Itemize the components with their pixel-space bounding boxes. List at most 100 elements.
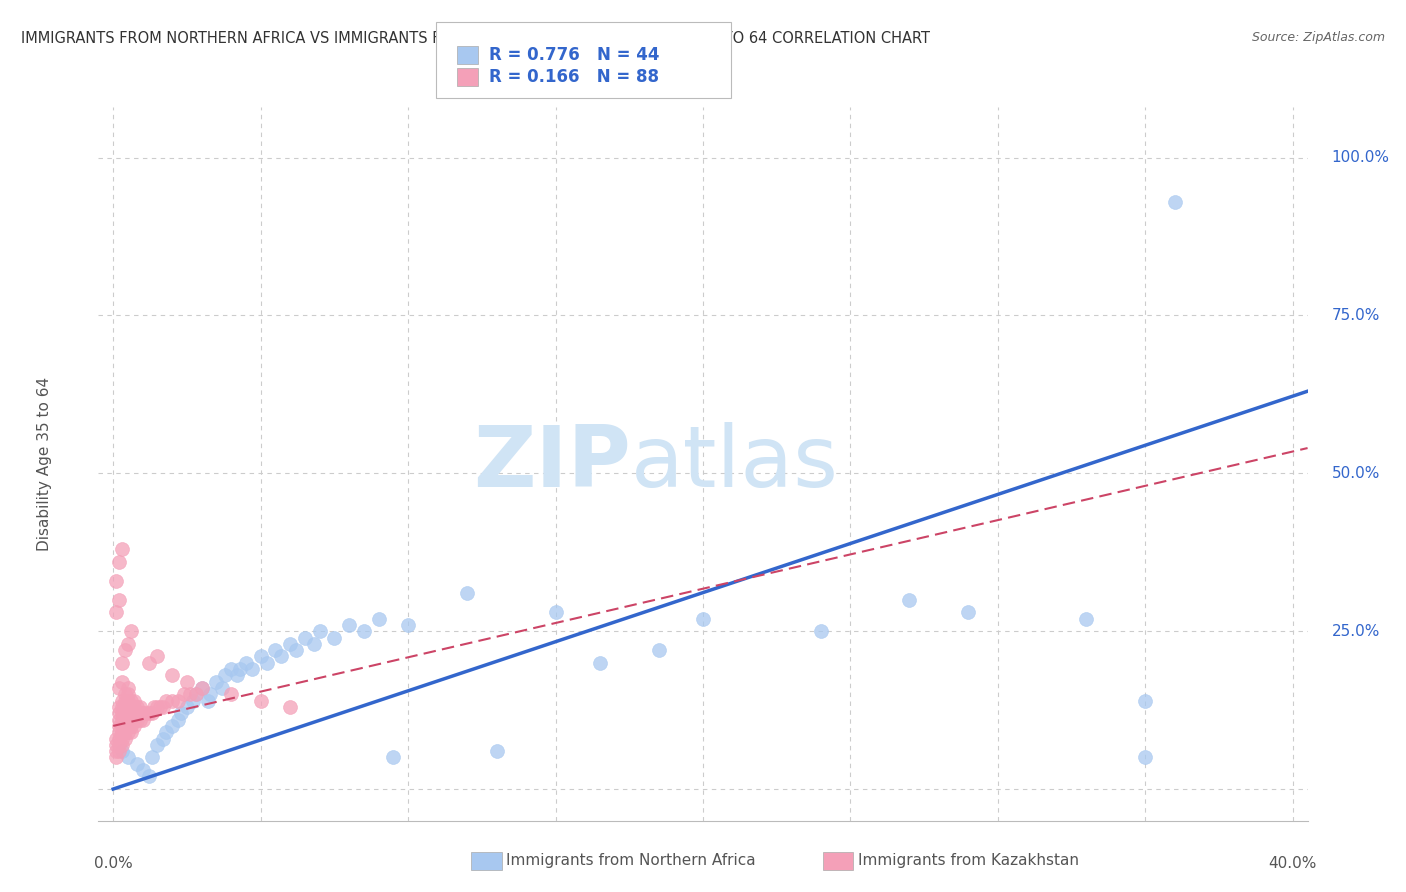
Text: 0.0%: 0.0% (94, 856, 132, 871)
Point (105, 738, 128, 752)
Point (382, 750, 405, 764)
Point (111, 674, 134, 689)
Point (1135, 750, 1157, 764)
Point (167, 713, 190, 727)
Point (114, 731, 136, 746)
Point (108, 700, 131, 714)
Point (141, 706, 163, 721)
Point (176, 674, 198, 689)
Point (205, 674, 228, 689)
Point (138, 656, 160, 670)
Point (485, 744, 508, 758)
Point (108, 713, 131, 727)
Point (117, 719, 139, 733)
Point (108, 555, 131, 569)
Point (117, 681, 139, 695)
Point (111, 738, 134, 752)
Point (353, 624, 375, 639)
Point (120, 706, 142, 721)
Point (128, 706, 150, 721)
Point (117, 725, 139, 739)
Point (456, 586, 478, 600)
Point (122, 706, 145, 721)
Point (125, 706, 148, 721)
Point (160, 719, 183, 733)
Point (114, 706, 136, 721)
Point (270, 649, 292, 664)
Text: atlas: atlas (630, 422, 838, 506)
Point (111, 719, 134, 733)
Point (249, 649, 271, 664)
Point (111, 542, 134, 557)
Point (117, 637, 139, 651)
Point (138, 769, 160, 783)
Point (190, 681, 212, 695)
Point (197, 693, 219, 707)
Text: 50.0%: 50.0% (1331, 466, 1381, 481)
Point (302, 637, 325, 651)
Point (114, 693, 136, 707)
Point (190, 681, 212, 695)
Text: Disability Age 35 to 64: Disability Age 35 to 64 (37, 376, 52, 551)
Point (128, 700, 150, 714)
Point (105, 744, 128, 758)
Point (131, 706, 153, 721)
Point (122, 693, 145, 707)
Point (138, 706, 160, 721)
Point (181, 693, 204, 707)
Point (114, 713, 136, 727)
Point (226, 668, 249, 682)
Point (211, 681, 233, 695)
Point (114, 719, 136, 733)
Point (367, 611, 389, 625)
Point (117, 693, 139, 707)
Point (1076, 611, 1098, 625)
Point (149, 700, 172, 714)
Point (114, 725, 136, 739)
Point (179, 687, 201, 701)
Point (108, 744, 131, 758)
Point (692, 611, 714, 625)
Point (125, 713, 148, 727)
Point (135, 706, 157, 721)
Point (111, 731, 134, 746)
Point (544, 605, 567, 619)
Point (810, 624, 832, 639)
Point (229, 662, 252, 676)
Point (108, 681, 131, 695)
Point (308, 624, 330, 639)
Point (131, 763, 153, 777)
Point (125, 756, 148, 771)
Point (167, 693, 190, 707)
Point (898, 592, 921, 607)
Point (143, 700, 166, 714)
Text: R = 0.776   N = 44: R = 0.776 N = 44 (489, 45, 659, 64)
Text: ZIP: ZIP (472, 422, 630, 506)
Point (155, 725, 177, 739)
Point (648, 643, 671, 657)
Point (120, 719, 142, 733)
Point (105, 731, 128, 746)
Point (114, 643, 136, 657)
Point (160, 668, 183, 682)
Point (111, 713, 134, 727)
Text: 25.0%: 25.0% (1331, 624, 1381, 639)
Point (219, 662, 242, 676)
Point (120, 725, 142, 739)
Point (128, 713, 150, 727)
Point (396, 618, 419, 632)
Point (108, 592, 131, 607)
Point (176, 700, 198, 714)
Point (117, 750, 139, 764)
Text: 40.0%: 40.0% (1268, 856, 1317, 871)
Point (160, 693, 183, 707)
Point (294, 631, 316, 645)
Text: Immigrants from Northern Africa: Immigrants from Northern Africa (506, 854, 756, 868)
Point (111, 693, 134, 707)
Point (108, 706, 131, 721)
Point (219, 687, 242, 701)
Point (278, 700, 301, 714)
Point (589, 656, 612, 670)
Point (111, 706, 134, 721)
Point (108, 738, 131, 752)
